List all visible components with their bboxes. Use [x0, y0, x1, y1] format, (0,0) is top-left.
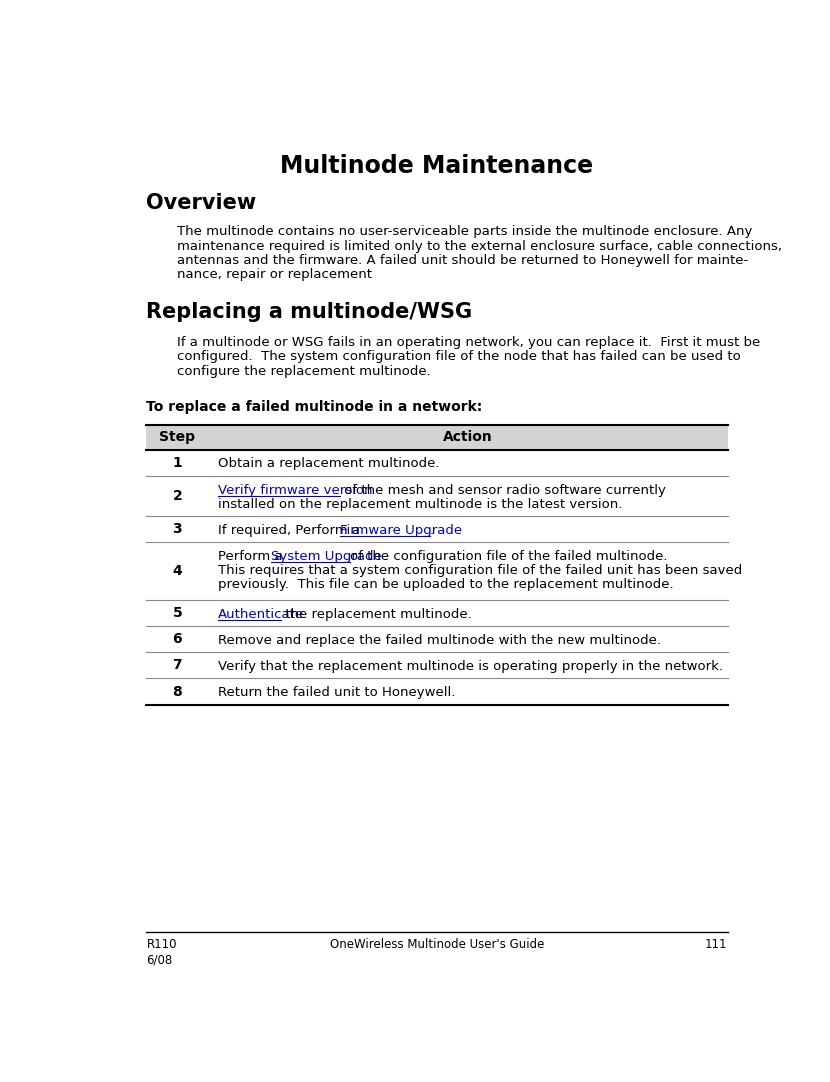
Text: configured.  The system configuration file of the node that has failed can be us: configured. The system configuration fil…: [178, 351, 741, 364]
Text: Verify that the replacement multinode is operating properly in the network.: Verify that the replacement multinode is…: [217, 660, 723, 673]
Text: System Upgrade: System Upgrade: [271, 550, 386, 563]
Text: 4: 4: [173, 564, 183, 578]
Text: 111: 111: [706, 938, 728, 951]
Bar: [146, 542, 728, 599]
Text: Firmware Upgrade: Firmware Upgrade: [339, 524, 466, 537]
Text: configure the replacement multinode.: configure the replacement multinode.: [178, 365, 431, 378]
Text: .: .: [430, 524, 434, 537]
Text: Obtain a replacement multinode.: Obtain a replacement multinode.: [217, 458, 439, 471]
Text: 6: 6: [173, 632, 183, 646]
Text: R110
6/08: R110 6/08: [146, 938, 177, 966]
Text: 8: 8: [173, 685, 183, 699]
Bar: [146, 599, 728, 626]
Bar: [146, 476, 728, 516]
Text: Replacing a multinode/WSG: Replacing a multinode/WSG: [146, 302, 472, 321]
Text: OneWireless Multinode User's Guide: OneWireless Multinode User's Guide: [330, 938, 544, 951]
Text: Return the failed unit to Honeywell.: Return the failed unit to Honeywell.: [217, 686, 455, 699]
Text: 5: 5: [173, 606, 183, 620]
Text: Authenticate: Authenticate: [217, 608, 304, 621]
Text: the replacement multinode.: the replacement multinode.: [281, 608, 472, 621]
Text: If a multinode or WSG fails in an operating network, you can replace it.  First : If a multinode or WSG fails in an operat…: [178, 337, 760, 349]
Text: The multinode contains no user-serviceable parts inside the multinode enclosure.: The multinode contains no user-serviceab…: [178, 225, 753, 238]
Text: 7: 7: [173, 658, 183, 672]
Bar: [146, 425, 728, 450]
Bar: [146, 450, 728, 476]
Text: To replace a failed multinode in a network:: To replace a failed multinode in a netwo…: [146, 400, 482, 414]
Text: If required, Perform a: If required, Perform a: [217, 524, 364, 537]
Text: 1: 1: [173, 456, 183, 470]
Text: Perform a: Perform a: [217, 550, 286, 563]
Bar: [146, 516, 728, 542]
Text: 2: 2: [173, 489, 183, 503]
Bar: [146, 626, 728, 652]
Text: Step: Step: [159, 431, 195, 445]
Text: previously.  This file can be uploaded to the replacement multinode.: previously. This file can be uploaded to…: [217, 579, 673, 592]
Bar: [146, 678, 728, 704]
Text: Remove and replace the failed multinode with the new multinode.: Remove and replace the failed multinode …: [217, 634, 661, 647]
Text: 3: 3: [173, 523, 183, 536]
Text: Verify firmware version: Verify firmware version: [217, 484, 372, 497]
Text: Overview: Overview: [146, 193, 256, 213]
Text: of the mesh and sensor radio software currently: of the mesh and sensor radio software cu…: [339, 484, 666, 497]
Text: installed on the replacement multinode is the latest version.: installed on the replacement multinode i…: [217, 498, 622, 511]
Text: antennas and the firmware. A failed unit should be returned to Honeywell for mai: antennas and the firmware. A failed unit…: [178, 254, 749, 267]
Text: of the configuration file of the failed multinode.: of the configuration file of the failed …: [350, 550, 668, 563]
Text: maintenance required is limited only to the external enclosure surface, cable co: maintenance required is limited only to …: [178, 239, 783, 252]
Bar: [146, 652, 728, 678]
Text: Multinode Maintenance: Multinode Maintenance: [281, 155, 593, 179]
Text: nance, repair or replacement: nance, repair or replacement: [178, 268, 373, 281]
Text: This requires that a system configuration file of the failed unit has been saved: This requires that a system configuratio…: [217, 564, 742, 577]
Text: Action: Action: [443, 431, 493, 445]
